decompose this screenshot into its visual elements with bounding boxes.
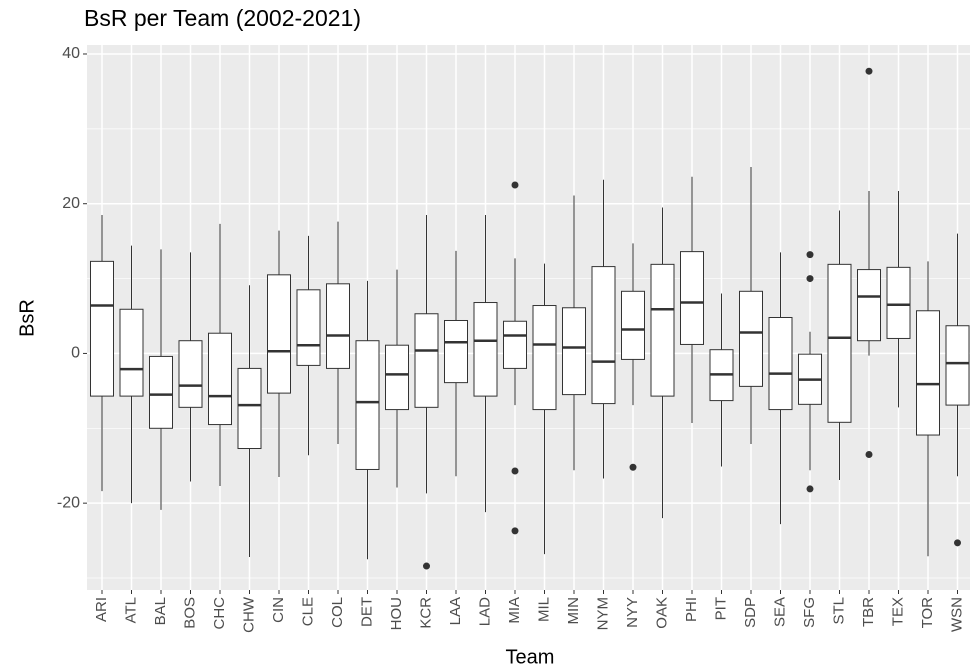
box	[886, 266, 911, 339]
x-tick-label: DET	[358, 597, 375, 627]
box	[90, 260, 114, 397]
y-tick-label: 40	[62, 45, 80, 62]
x-tick-label: ATL	[122, 597, 139, 623]
x-tick-label: LAA	[447, 597, 464, 625]
box	[355, 340, 380, 470]
y-tick-label: 0	[71, 345, 80, 362]
x-tick-label: BAL	[152, 597, 169, 625]
outlier	[629, 463, 637, 471]
x-tick-label: PHI	[683, 597, 700, 622]
box	[680, 251, 704, 345]
box	[857, 269, 881, 342]
box	[945, 325, 970, 406]
x-tick-label: LAD	[476, 597, 493, 626]
box	[621, 290, 645, 360]
x-tick-label: STL	[830, 597, 847, 625]
chart-title: BsR per Team (2002-2021)	[84, 5, 361, 31]
box	[768, 317, 793, 411]
x-tick-label: SEA	[771, 597, 788, 627]
x-tick-label: CHC	[211, 597, 228, 630]
x-tick-label: PIT	[712, 597, 729, 620]
x-tick-label: ARI	[93, 597, 110, 622]
x-tick-label: KCR	[417, 597, 434, 629]
y-tick-label: -20	[57, 494, 80, 511]
x-tick-label: NYM	[594, 597, 611, 630]
y-tick-label: 20	[62, 195, 80, 212]
outlier	[511, 181, 519, 189]
x-tick-label: WSN	[948, 597, 965, 632]
box	[149, 355, 173, 429]
box	[650, 263, 675, 397]
box	[444, 319, 468, 384]
x-tick-label: COL	[329, 597, 346, 628]
outlier	[511, 467, 519, 475]
x-tick-label: MIL	[535, 597, 552, 622]
x-tick-label: MIA	[506, 597, 523, 624]
box	[237, 367, 262, 450]
box	[178, 340, 203, 408]
outlier	[865, 450, 873, 458]
box	[532, 305, 557, 411]
x-tick-label: TEX	[889, 597, 906, 626]
x-tick-label: CLE	[299, 597, 316, 626]
box	[827, 263, 852, 423]
x-axis-label: Team	[506, 646, 555, 668]
x-tick-label: CIN	[270, 597, 287, 623]
x-tick-label: NYY	[624, 597, 641, 628]
box	[414, 313, 439, 408]
outlier	[511, 527, 519, 535]
x-tick-label: BOS	[181, 597, 198, 629]
x-tick-label: SFG	[801, 597, 818, 628]
box	[473, 302, 498, 397]
box	[503, 320, 527, 369]
box	[739, 290, 763, 387]
box	[385, 344, 409, 411]
box	[326, 283, 350, 369]
box	[119, 308, 144, 397]
x-tick-label: MIN	[565, 597, 582, 625]
box	[562, 307, 586, 396]
box	[591, 266, 616, 405]
outlier	[806, 251, 814, 259]
box	[296, 289, 321, 366]
y-axis-label: BsR	[16, 299, 38, 337]
x-tick-label: SDP	[742, 597, 759, 628]
box	[208, 332, 232, 426]
outlier	[806, 485, 814, 493]
x-tick-label: TOR	[919, 597, 936, 629]
box	[267, 274, 291, 394]
outlier	[423, 562, 430, 570]
panel	[87, 45, 970, 590]
outlier	[806, 275, 814, 283]
x-tick-label: CHW	[240, 596, 257, 633]
box	[916, 310, 940, 436]
x-tick-label: OAK	[653, 597, 670, 629]
outlier	[865, 67, 873, 75]
x-tick-label: HOU	[388, 597, 405, 630]
outlier	[954, 539, 961, 547]
x-tick-label: TBR	[860, 597, 877, 627]
